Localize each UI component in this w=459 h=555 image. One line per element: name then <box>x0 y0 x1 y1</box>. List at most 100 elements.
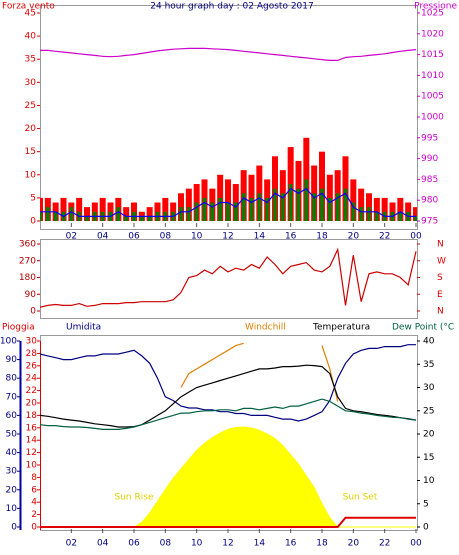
y-tick-label: 45 <box>25 9 36 19</box>
wind-bar <box>40 197 43 221</box>
wind-bar <box>146 207 153 221</box>
y2-tick-label: E <box>437 290 443 300</box>
wind-bar <box>335 193 340 221</box>
x-tick-label: 22 <box>379 232 390 242</box>
x-tick-label: 14 <box>254 539 266 549</box>
y2-tick-label: 1015 <box>421 50 444 60</box>
y2-tick-label: 40 <box>423 337 435 347</box>
sunset-annotation: Sun Set <box>343 493 378 503</box>
x-tick-label: 22 <box>379 539 390 549</box>
chart-title: 24 hour graph day : 02 Agosto 2017 <box>150 2 313 12</box>
y3-tick-label: 2 <box>31 510 37 520</box>
y2-tick-label: 1020 <box>421 29 444 39</box>
wind-bar <box>375 211 379 221</box>
y3-tick-label: 16 <box>26 423 38 433</box>
x-tick-label: 16 <box>285 539 297 549</box>
y-tick-label: 60 <box>6 411 18 421</box>
y2-tick-label: 35 <box>423 360 434 370</box>
y-tick-label: 25 <box>25 101 36 111</box>
wind-bar <box>162 197 169 221</box>
x-tick-label: 16 <box>285 232 297 242</box>
y2-tick-label: N <box>437 307 444 317</box>
wind-bar <box>328 197 332 221</box>
series-line <box>40 364 417 428</box>
y2-tick-label: 5 <box>423 499 429 509</box>
y-tick-label: 5 <box>30 193 36 203</box>
wind-bar <box>185 188 192 221</box>
y2-tick-label: 1005 <box>421 92 444 102</box>
wind-bar <box>85 216 89 221</box>
y3-tick-label: 12 <box>26 448 37 458</box>
wind-bar <box>124 216 128 221</box>
panel-frame <box>40 239 418 319</box>
y2-tick-label: 15 <box>423 453 434 463</box>
legend-entry: Temperatura <box>312 323 370 333</box>
series-line <box>40 516 416 528</box>
y-tick-label: 35 <box>25 55 36 65</box>
wind-bar <box>265 197 269 221</box>
x-tick-label: 00 <box>410 539 422 549</box>
legend-entry: Pioggia <box>2 323 35 333</box>
wind-bar <box>281 193 285 221</box>
y2-tick-label: 980 <box>421 196 438 206</box>
wind-bar <box>288 184 293 221</box>
wind-bar <box>373 197 380 221</box>
y-tick-label: 360 <box>19 240 36 250</box>
wind-axis-title: Forza vento <box>2 2 55 12</box>
y2-tick-label: S <box>437 273 443 283</box>
wind-bar <box>46 207 50 221</box>
wind-bar <box>194 202 199 221</box>
y-tick-label: 20 <box>25 124 37 134</box>
y-tick-label: 30 <box>6 467 18 477</box>
wind-bar <box>249 197 254 221</box>
wind-bar <box>398 211 403 221</box>
wind-bar <box>358 188 365 221</box>
legend-entry: Dew Point (°C <box>392 323 454 333</box>
y3-tick-label: 14 <box>26 436 38 446</box>
x-tick-label: 14 <box>254 232 266 242</box>
x-tick-label: 04 <box>97 539 109 549</box>
wind-bar <box>413 207 417 221</box>
y2-tick-label: 990 <box>421 154 438 164</box>
y3-tick-label: 28 <box>26 349 38 359</box>
wind-bar <box>179 207 183 221</box>
x-tick-label: 06 <box>128 232 140 242</box>
wind-bar <box>273 188 277 221</box>
y2-tick-label: 1000 <box>421 113 444 123</box>
series-line <box>40 398 417 430</box>
wind-bar <box>319 151 325 221</box>
y-tick-label: 30 <box>25 78 37 88</box>
wind-bar <box>350 179 357 221</box>
x-tick-label: 02 <box>66 539 77 549</box>
plot-area <box>40 47 417 221</box>
x-tick-label: 12 <box>222 232 233 242</box>
wind-bar <box>257 193 262 221</box>
y3-tick-label: 22 <box>26 386 37 396</box>
y3-tick-label: 20 <box>26 399 38 409</box>
y3-tick-label: 30 <box>26 337 38 347</box>
wind-bar <box>210 202 215 221</box>
x-tick-label: 18 <box>316 539 328 549</box>
y-tick-label: 0 <box>11 523 17 533</box>
y2-tick-label: 1010 <box>421 71 444 81</box>
x-tick-label: 00 <box>410 232 422 242</box>
wind-bar <box>116 207 121 221</box>
y-tick-label: 100 <box>0 337 17 347</box>
wind-bar <box>76 197 83 221</box>
wind-bar <box>343 188 348 221</box>
y2-tick-label: 975 <box>421 217 438 227</box>
y3-tick-label: 24 <box>26 374 38 384</box>
plot-area <box>40 247 417 308</box>
y2-tick-label: 995 <box>421 133 438 143</box>
series-line <box>40 247 417 308</box>
wind-bar <box>320 188 324 221</box>
y-tick-label: 70 <box>6 392 18 402</box>
y-tick-label: 50 <box>6 430 18 440</box>
y-tick-label: 180 <box>19 273 36 283</box>
wind-bar <box>296 188 301 221</box>
wind-bar <box>218 197 222 221</box>
y-tick-label: 20 <box>6 485 18 495</box>
y-tick-label: 40 <box>6 448 18 458</box>
wind-bar <box>225 179 231 221</box>
y-tick-label: 10 <box>25 170 37 180</box>
